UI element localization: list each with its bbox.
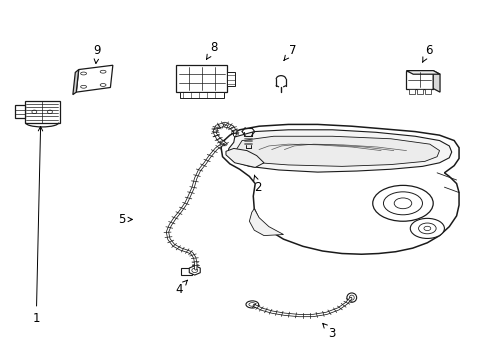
Text: 3: 3 [322,323,335,340]
Ellipse shape [423,226,430,230]
Ellipse shape [346,293,356,302]
Polygon shape [249,209,283,235]
Polygon shape [221,125,458,254]
Ellipse shape [418,223,435,234]
Ellipse shape [372,185,432,221]
Ellipse shape [32,110,37,114]
Ellipse shape [81,85,86,88]
Ellipse shape [348,295,353,300]
Polygon shape [432,71,439,92]
Bar [176,65,227,92]
Bar [416,89,422,94]
Ellipse shape [47,110,52,114]
Polygon shape [73,69,79,95]
Ellipse shape [383,192,422,215]
Bar [15,105,24,118]
Ellipse shape [191,268,197,273]
Ellipse shape [81,72,86,75]
Bar [406,71,432,89]
Text: 5: 5 [118,213,132,226]
Ellipse shape [100,84,106,86]
Polygon shape [227,130,451,172]
Text: 8: 8 [206,41,218,59]
Ellipse shape [245,301,258,308]
Bar [408,89,414,94]
Text: 6: 6 [422,44,432,62]
Text: 2: 2 [253,175,262,194]
Polygon shape [406,71,439,74]
Polygon shape [76,65,113,92]
Polygon shape [225,148,264,167]
Ellipse shape [409,219,444,238]
Text: 1: 1 [33,126,42,325]
Bar [181,268,191,275]
Bar [180,92,223,98]
Ellipse shape [248,303,255,306]
Ellipse shape [393,198,411,209]
Bar [24,101,60,123]
Bar [244,136,252,145]
Polygon shape [189,266,200,275]
Bar [227,72,235,86]
Ellipse shape [100,70,106,73]
Bar [425,89,430,94]
Text: 9: 9 [93,44,101,63]
Polygon shape [234,136,439,166]
Text: 7: 7 [284,44,295,60]
Text: 4: 4 [175,280,187,296]
